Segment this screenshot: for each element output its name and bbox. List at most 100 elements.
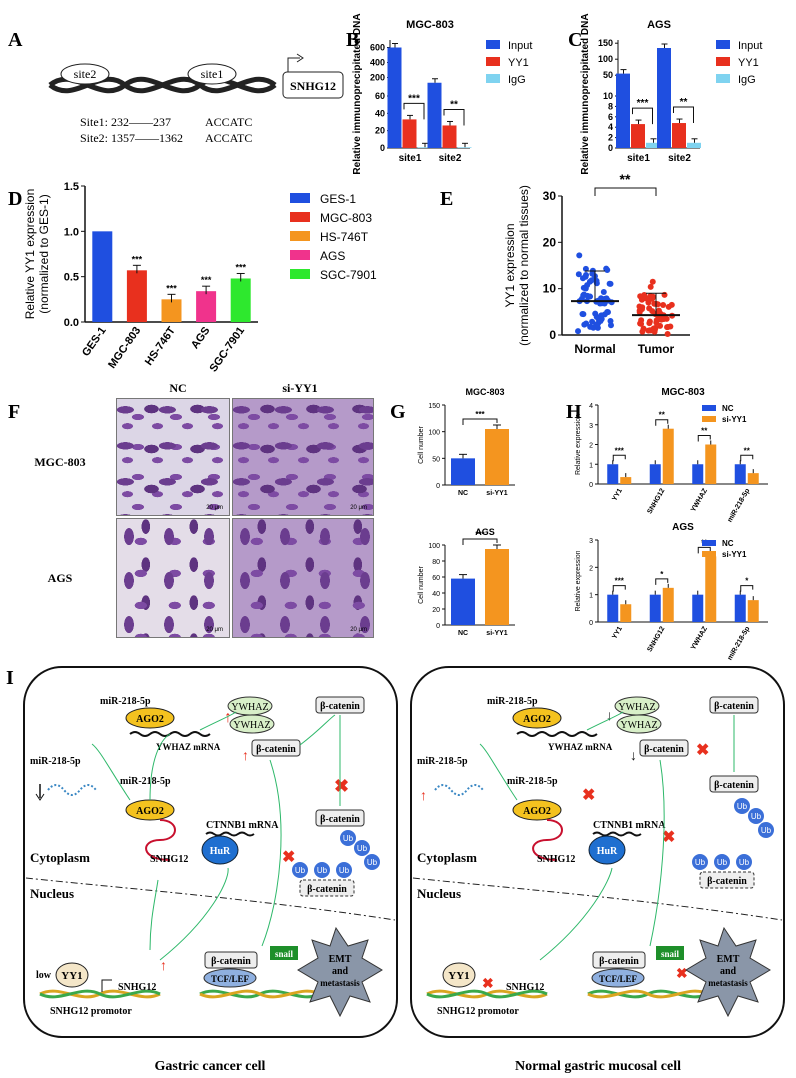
y-tick-label: 50 xyxy=(432,456,440,463)
svg-text:TCF/LEF: TCF/LEF xyxy=(599,974,638,984)
chart-title: AGS xyxy=(475,527,495,537)
sig-label: *** xyxy=(166,283,177,293)
bar-si-yy1 xyxy=(485,549,509,625)
sig-bracket xyxy=(655,578,669,585)
data-point xyxy=(575,328,582,335)
sig-bracket xyxy=(655,419,669,426)
ub-icon xyxy=(336,862,352,878)
snail-gene-right xyxy=(656,946,684,960)
data-point xyxy=(649,278,656,285)
sig-label: *** xyxy=(637,98,649,109)
nuclear-envelope-right xyxy=(412,877,783,921)
svg-text:YWHAZ: YWHAZ xyxy=(618,702,655,713)
up-arrow-icon: ↑ xyxy=(242,747,249,763)
bar-ags xyxy=(196,291,217,322)
sig-label: *** xyxy=(201,275,212,285)
x-tick-label: YWHAZ xyxy=(690,487,709,513)
chart-h-mgc803: MGC-803 0 1 2 3 4 Relative expression *** YY1 ** S… xyxy=(575,387,768,524)
legend-swatch xyxy=(702,551,716,557)
y-tick-label: 20 xyxy=(432,607,440,614)
legend-swatch xyxy=(486,40,500,49)
ub-icon xyxy=(292,862,308,878)
chart-title: AGS xyxy=(647,19,671,31)
x-tick-label: site2 xyxy=(668,153,691,164)
svg-text:Ub: Ub xyxy=(343,834,354,843)
svg-text:AGO2: AGO2 xyxy=(523,806,551,817)
bar-nc xyxy=(692,464,704,484)
y-tick-label: 100 xyxy=(428,543,440,550)
site1-position: Site1: 232——237 xyxy=(80,115,171,129)
svg-text:YWHAZ: YWHAZ xyxy=(233,720,270,731)
emt-burst-right xyxy=(685,926,771,1018)
svg-text:Ub: Ub xyxy=(695,858,706,867)
svg-text:β-catenin: β-catenin xyxy=(211,956,251,967)
blocked-x-icon: ✖ xyxy=(696,742,709,759)
bar-nc xyxy=(649,464,661,484)
data-point xyxy=(582,265,589,272)
sig-label: ** xyxy=(680,97,688,108)
ub-icon xyxy=(692,854,708,870)
data-point xyxy=(665,303,672,310)
legend-label: HS-746T xyxy=(320,230,369,244)
svg-text:β-catenin: β-catenin xyxy=(714,780,754,791)
cytoplasm-label-left: Cytoplasm xyxy=(30,850,90,865)
bar-yy1 xyxy=(672,123,686,148)
y-tick-label: 10 xyxy=(603,91,613,101)
bar-ges-1 xyxy=(92,231,113,322)
x-tick-label: Tumor xyxy=(638,342,675,356)
low-label: low xyxy=(36,970,52,981)
data-point xyxy=(600,288,607,295)
snhg12-rna-right xyxy=(532,819,563,861)
svg-text:AGO2: AGO2 xyxy=(136,806,164,817)
panel-label-h: H xyxy=(566,401,582,423)
mir-label-ago-left: miR-218-5p xyxy=(120,776,171,787)
chart-title: AGS xyxy=(672,522,694,533)
legend-label: SGC-7901 xyxy=(320,268,377,282)
bar-input xyxy=(657,48,671,148)
data-point xyxy=(664,330,671,337)
svg-text:AGO2: AGO2 xyxy=(136,714,164,725)
bcat-ub-right xyxy=(709,775,759,793)
sig-label: *** xyxy=(615,577,625,586)
y-tick-label: 0 xyxy=(549,328,556,342)
sig-label: *** xyxy=(235,262,246,272)
y-axis-label: Relative immunoprecipitated DNA xyxy=(352,13,363,174)
data-point xyxy=(593,277,600,284)
x-tick-label: miR-218-5p xyxy=(727,626,752,662)
snhg12-label-nuc-right: SNHG12 xyxy=(506,982,544,993)
x-tick-label: YY1 xyxy=(611,625,624,640)
panel-label-e: E xyxy=(440,188,453,210)
svg-text:metastasis: metastasis xyxy=(320,978,360,988)
sig-label: * xyxy=(745,577,749,586)
sig-bracket xyxy=(612,585,626,592)
svg-text:and: and xyxy=(720,966,737,977)
sig-label: ** xyxy=(620,171,631,187)
y-tick-label: 1.0 xyxy=(64,226,79,238)
yy1-protein-right xyxy=(442,962,476,988)
up-arrow-icon: ↑ xyxy=(160,957,167,973)
sig-bracket xyxy=(594,187,657,196)
blocked-x-icon: ✖ xyxy=(282,849,295,866)
sig-bracket xyxy=(462,538,498,545)
legend-swatch xyxy=(290,193,310,203)
y-tick-label: 1.5 xyxy=(64,181,79,193)
ub-icon xyxy=(736,854,752,870)
y-tick-label: 2 xyxy=(589,443,593,450)
y-tick-label: 60 xyxy=(432,575,440,582)
sig-bracket xyxy=(403,102,425,120)
sig-bracket xyxy=(612,454,626,462)
data-point xyxy=(598,295,605,302)
svg-text:β-catenin: β-catenin xyxy=(256,744,296,755)
svg-text:Ub: Ub xyxy=(317,866,328,875)
bar-si-yy1 xyxy=(662,428,674,484)
ywhaz-2-right xyxy=(616,714,662,734)
bar-si-yy1 xyxy=(620,604,632,622)
down-arrow-icon: ↓ xyxy=(606,707,613,723)
svg-text:β-catenin: β-catenin xyxy=(320,701,360,712)
chart-title: MGC-803 xyxy=(465,387,504,397)
data-point xyxy=(647,327,654,334)
y-tick-label: 40 xyxy=(375,108,385,118)
sig-bracket xyxy=(697,435,711,442)
bar-input xyxy=(427,82,442,148)
snail-gene-left xyxy=(270,946,298,960)
